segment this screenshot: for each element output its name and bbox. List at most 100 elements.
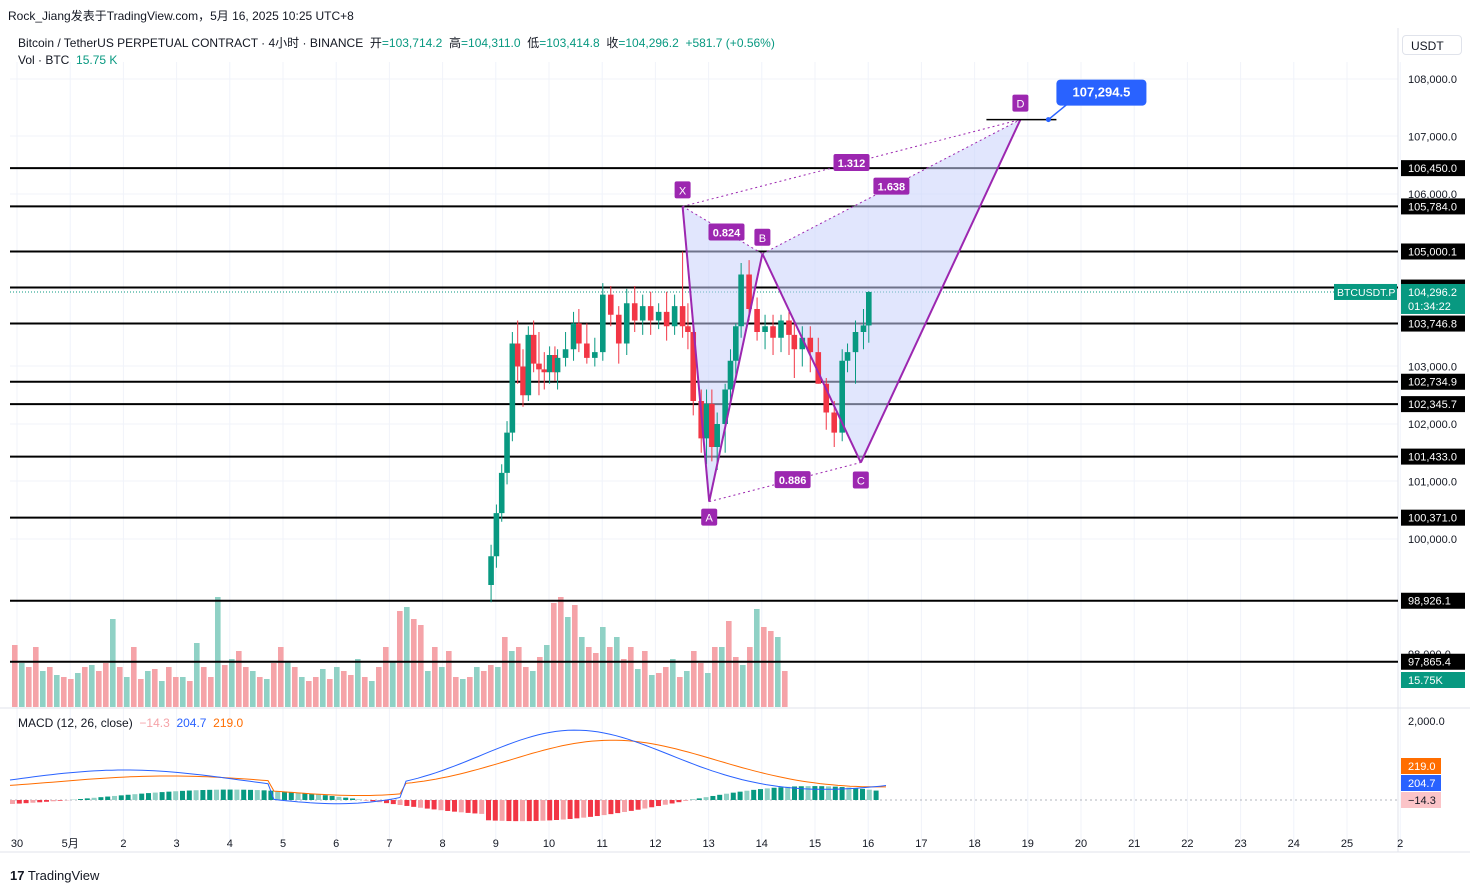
- pattern-point-badge: [754, 228, 771, 246]
- volume-bar: [677, 677, 683, 707]
- volume-bar: [705, 673, 711, 707]
- macd-histogram-bar: [166, 791, 172, 800]
- volume-bar: [544, 645, 550, 707]
- macd-histogram-bar: [268, 790, 274, 800]
- macd-histogram-bar: [343, 797, 349, 800]
- level-price-tag: [1401, 160, 1465, 177]
- last-price-tag-text: 104,296.2: [1408, 287, 1457, 299]
- macd-value-tag-text: 219.0: [1408, 761, 1436, 773]
- macd-histogram-bar: [91, 797, 97, 800]
- candle-body: [722, 389, 728, 424]
- symbol-name[interactable]: Bitcoin / TetherUS PERPETUAL CONTRACT · …: [18, 36, 364, 50]
- candle-body: [679, 306, 686, 327]
- volume-bar: [306, 681, 312, 707]
- macd-histogram-bar: [282, 791, 287, 800]
- candle-body: [498, 472, 505, 514]
- macd-histogram-bar: [792, 786, 797, 800]
- macd-histogram-bar: [295, 792, 301, 800]
- macd-histogram-bar: [832, 786, 838, 800]
- last-price-tag: [1401, 283, 1465, 314]
- macd-histogram-bar: [118, 795, 124, 800]
- tradingview-logo[interactable]: 17 TradingView: [10, 868, 99, 883]
- candle-body: [546, 355, 553, 373]
- pattern-ratio-label: 0.886: [779, 475, 807, 487]
- macd-histogram-bar: [669, 800, 675, 804]
- candle-body: [823, 383, 830, 413]
- macd-histogram-bar: [173, 791, 179, 800]
- symbol-tag-text: BTCUSDT.P: [1337, 287, 1395, 299]
- volume-label[interactable]: Vol · BTC: [18, 53, 70, 67]
- price-axis-tick: 100,000.0: [1408, 534, 1457, 546]
- volume-bar: [271, 663, 277, 707]
- macd-histogram-bar: [547, 800, 553, 821]
- pattern-leg: [681, 206, 711, 502]
- macd-histogram-bar: [261, 790, 267, 800]
- volume-bar: [663, 667, 669, 707]
- macd-line-value: 204.7: [176, 716, 207, 730]
- high-value: =104,311.0: [461, 36, 521, 50]
- macd-histogram-bar: [492, 800, 498, 821]
- macd-histogram-bar: [526, 800, 532, 822]
- macd-histogram-bar: [418, 800, 423, 808]
- macd-histogram-bar: [758, 789, 763, 800]
- level-price-tag: [1401, 653, 1465, 670]
- macd-histogram-bar: [581, 800, 587, 818]
- candle-body: [703, 403, 710, 439]
- level-price-tag-text: 102,734.9: [1408, 377, 1457, 389]
- volume-bar: [775, 637, 781, 707]
- tv-brand-text: TradingView: [27, 868, 100, 883]
- macd-histogram-bar: [44, 800, 49, 802]
- volume-bar: [376, 667, 382, 707]
- volume-bar: [439, 667, 445, 707]
- macd-title[interactable]: MACD (12, 26, close): [18, 716, 133, 730]
- time-axis-label: 24: [1288, 838, 1300, 850]
- volume-bar: [61, 677, 67, 707]
- time-axis-label: 12: [649, 838, 661, 850]
- open-label: 开: [369, 36, 382, 50]
- macd-histogram-bar: [860, 788, 865, 800]
- volume-bar: [362, 677, 368, 707]
- volume-bar: [152, 669, 158, 707]
- price-axis-tick: 101,000.0: [1408, 477, 1457, 489]
- macd-histogram-bar: [322, 795, 328, 800]
- macd-histogram-bar: [513, 800, 519, 822]
- currency-button[interactable]: USDT: [1402, 35, 1462, 55]
- macd-histogram-bar: [649, 800, 655, 808]
- macd-histogram-bar: [458, 800, 464, 813]
- pattern-point-badge: [852, 471, 869, 489]
- low-label: 低: [527, 36, 540, 50]
- macd-histogram-bar: [805, 786, 811, 800]
- level-price-tag-text: 97,865.4: [1408, 657, 1451, 669]
- macd-histogram-bar: [622, 800, 627, 813]
- time-axis-label: 4: [227, 838, 233, 850]
- volume-bar: [103, 663, 109, 707]
- macd-histogram-bar: [465, 800, 471, 813]
- level-price-tag: [1401, 198, 1465, 215]
- macd-histogram-bar: [533, 800, 539, 821]
- candle-body: [655, 311, 662, 321]
- low-value: =103,414.8: [539, 36, 600, 50]
- volume-bar: [82, 667, 88, 707]
- volume-bar: [54, 675, 60, 707]
- pattern-leg: [761, 253, 862, 463]
- volume-bar: [516, 647, 522, 707]
- macd-histogram-bar: [254, 790, 260, 800]
- volume-bar: [355, 659, 361, 707]
- publish-header: Rock_Jiang发表于TradingView.com，5月 16, 2025…: [0, 0, 1481, 28]
- volume-bar: [250, 671, 256, 707]
- candle-body: [727, 360, 734, 390]
- level-price-tag: [1401, 592, 1465, 609]
- volume-bar: [404, 607, 410, 707]
- time-axis-label: 22: [1181, 838, 1193, 850]
- price-axis-tick: 108,000.0: [1408, 74, 1457, 86]
- candle-body: [562, 349, 569, 358]
- level-price-tag: [1401, 448, 1465, 465]
- candle-body: [525, 334, 532, 396]
- macd-histogram-bar: [615, 800, 621, 814]
- macd-histogram-bar: [771, 787, 777, 800]
- publish-text: Rock_Jiang发表于TradingView.com，5月 16, 2025…: [8, 9, 354, 23]
- tradingview-footer: 17 TradingView: [0, 862, 300, 886]
- countdown-text: 01:34:22: [1408, 301, 1451, 313]
- level-price-tag: [1401, 509, 1465, 526]
